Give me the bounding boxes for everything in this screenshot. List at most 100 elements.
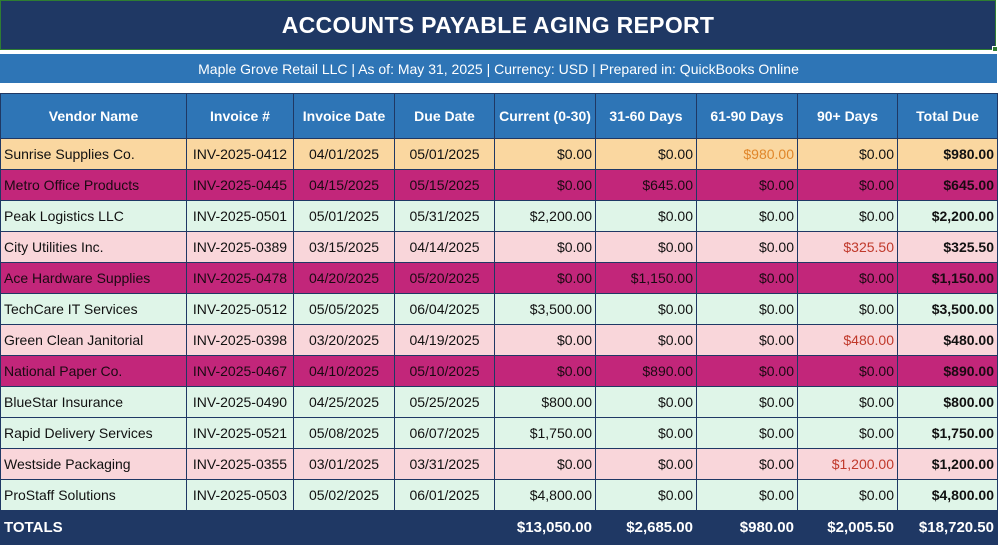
due-date-cell[interactable]: 05/10/2025 bbox=[394, 355, 495, 387]
vendor-cell[interactable]: Peak Logistics LLC bbox=[0, 200, 187, 232]
header-31-60-days[interactable]: 31-60 Days bbox=[595, 93, 697, 139]
days-61-90-cell[interactable]: $0.00 bbox=[696, 386, 798, 418]
report-subtitle-cell[interactable]: Maple Grove Retail LLC | As of: May 31, … bbox=[0, 54, 997, 83]
days-61-90-cell[interactable]: $0.00 bbox=[696, 262, 798, 294]
current-cell[interactable]: $800.00 bbox=[494, 386, 596, 418]
days-90-plus-cell[interactable]: $0.00 bbox=[797, 200, 898, 232]
invoice-date-cell[interactable]: 05/08/2025 bbox=[293, 417, 395, 449]
header-current[interactable]: Current (0-30) bbox=[494, 93, 596, 139]
current-cell[interactable]: $1,750.00 bbox=[494, 417, 596, 449]
days-31-60-cell[interactable]: $0.00 bbox=[595, 200, 697, 232]
vendor-cell[interactable]: TechCare IT Services bbox=[0, 293, 187, 325]
total-due-cell[interactable]: $1,150.00 bbox=[897, 262, 998, 294]
days-61-90-cell[interactable]: $0.00 bbox=[696, 200, 798, 232]
days-31-60-cell[interactable]: $1,150.00 bbox=[595, 262, 697, 294]
current-cell[interactable]: $0.00 bbox=[494, 324, 596, 356]
invoice-date-cell[interactable]: 04/20/2025 bbox=[293, 262, 395, 294]
total-due-cell[interactable]: $2,200.00 bbox=[897, 200, 998, 232]
invoice-number-cell[interactable]: INV-2025-0412 bbox=[186, 138, 294, 170]
due-date-cell[interactable]: 04/14/2025 bbox=[394, 231, 495, 263]
due-date-cell[interactable]: 05/15/2025 bbox=[394, 169, 495, 201]
totals-empty-cell[interactable] bbox=[186, 510, 294, 545]
current-cell[interactable]: $0.00 bbox=[494, 231, 596, 263]
header-vendor-name[interactable]: Vendor Name bbox=[0, 93, 187, 139]
vendor-cell[interactable]: Westside Packaging bbox=[0, 448, 187, 480]
totals-label[interactable]: TOTALS bbox=[0, 510, 187, 545]
header-invoice-date[interactable]: Invoice Date bbox=[293, 93, 395, 139]
due-date-cell[interactable]: 03/31/2025 bbox=[394, 448, 495, 480]
total-due-cell[interactable]: $980.00 bbox=[897, 138, 998, 170]
vendor-cell[interactable]: ProStaff Solutions bbox=[0, 479, 187, 511]
current-cell[interactable]: $0.00 bbox=[494, 448, 596, 480]
invoice-date-cell[interactable]: 05/02/2025 bbox=[293, 479, 395, 511]
invoice-date-cell[interactable]: 04/15/2025 bbox=[293, 169, 395, 201]
cell-fill-handle[interactable] bbox=[992, 46, 998, 52]
invoice-date-cell[interactable]: 04/01/2025 bbox=[293, 138, 395, 170]
invoice-date-cell[interactable]: 05/05/2025 bbox=[293, 293, 395, 325]
current-cell[interactable]: $2,200.00 bbox=[494, 200, 596, 232]
invoice-date-cell[interactable]: 04/10/2025 bbox=[293, 355, 395, 387]
days-61-90-cell[interactable]: $0.00 bbox=[696, 417, 798, 449]
total-due-cell[interactable]: $325.50 bbox=[897, 231, 998, 263]
vendor-cell[interactable]: City Utilities Inc. bbox=[0, 231, 187, 263]
due-date-cell[interactable]: 05/20/2025 bbox=[394, 262, 495, 294]
header-total-due[interactable]: Total Due bbox=[897, 93, 998, 139]
total-due-cell[interactable]: $1,750.00 bbox=[897, 417, 998, 449]
days-61-90-cell[interactable]: $0.00 bbox=[696, 293, 798, 325]
days-31-60-cell[interactable]: $890.00 bbox=[595, 355, 697, 387]
invoice-number-cell[interactable]: INV-2025-0503 bbox=[186, 479, 294, 511]
header-90-plus-days[interactable]: 90+ Days bbox=[797, 93, 898, 139]
current-cell[interactable]: $4,800.00 bbox=[494, 479, 596, 511]
days-90-plus-cell[interactable]: $0.00 bbox=[797, 355, 898, 387]
days-31-60-cell[interactable]: $0.00 bbox=[595, 324, 697, 356]
current-cell[interactable]: $0.00 bbox=[494, 169, 596, 201]
vendor-cell[interactable]: Ace Hardware Supplies bbox=[0, 262, 187, 294]
totals-31-60[interactable]: $2,685.00 bbox=[595, 510, 697, 545]
days-61-90-cell[interactable]: $0.00 bbox=[696, 169, 798, 201]
invoice-number-cell[interactable]: INV-2025-0467 bbox=[186, 355, 294, 387]
invoice-number-cell[interactable]: INV-2025-0501 bbox=[186, 200, 294, 232]
totals-total-due[interactable]: $18,720.50 bbox=[897, 510, 998, 545]
current-cell[interactable]: $0.00 bbox=[494, 355, 596, 387]
vendor-cell[interactable]: BlueStar Insurance bbox=[0, 386, 187, 418]
total-due-cell[interactable]: $480.00 bbox=[897, 324, 998, 356]
due-date-cell[interactable]: 05/25/2025 bbox=[394, 386, 495, 418]
days-90-plus-cell[interactable]: $0.00 bbox=[797, 479, 898, 511]
total-due-cell[interactable]: $1,200.00 bbox=[897, 448, 998, 480]
days-31-60-cell[interactable]: $0.00 bbox=[595, 417, 697, 449]
due-date-cell[interactable]: 06/04/2025 bbox=[394, 293, 495, 325]
invoice-number-cell[interactable]: INV-2025-0490 bbox=[186, 386, 294, 418]
due-date-cell[interactable]: 05/01/2025 bbox=[394, 138, 495, 170]
totals-empty-cell[interactable] bbox=[394, 510, 495, 545]
days-61-90-cell[interactable]: $0.00 bbox=[696, 448, 798, 480]
days-90-plus-cell[interactable]: $0.00 bbox=[797, 417, 898, 449]
invoice-number-cell[interactable]: INV-2025-0445 bbox=[186, 169, 294, 201]
days-90-plus-cell[interactable]: $0.00 bbox=[797, 293, 898, 325]
current-cell[interactable]: $3,500.00 bbox=[494, 293, 596, 325]
invoice-number-cell[interactable]: INV-2025-0478 bbox=[186, 262, 294, 294]
days-31-60-cell[interactable]: $0.00 bbox=[595, 138, 697, 170]
vendor-cell[interactable]: Rapid Delivery Services bbox=[0, 417, 187, 449]
days-61-90-cell[interactable]: $0.00 bbox=[696, 479, 798, 511]
current-cell[interactable]: $0.00 bbox=[494, 138, 596, 170]
total-due-cell[interactable]: $3,500.00 bbox=[897, 293, 998, 325]
days-61-90-cell[interactable]: $0.00 bbox=[696, 231, 798, 263]
invoice-number-cell[interactable]: INV-2025-0389 bbox=[186, 231, 294, 263]
days-61-90-cell[interactable]: $0.00 bbox=[696, 355, 798, 387]
days-90-plus-cell[interactable]: $325.50 bbox=[797, 231, 898, 263]
days-31-60-cell[interactable]: $0.00 bbox=[595, 479, 697, 511]
invoice-date-cell[interactable]: 03/15/2025 bbox=[293, 231, 395, 263]
total-due-cell[interactable]: $645.00 bbox=[897, 169, 998, 201]
invoice-date-cell[interactable]: 03/20/2025 bbox=[293, 324, 395, 356]
vendor-cell[interactable]: Sunrise Supplies Co. bbox=[0, 138, 187, 170]
days-90-plus-cell[interactable]: $0.00 bbox=[797, 138, 898, 170]
totals-current[interactable]: $13,050.00 bbox=[494, 510, 596, 545]
invoice-number-cell[interactable]: INV-2025-0398 bbox=[186, 324, 294, 356]
days-61-90-cell[interactable]: $0.00 bbox=[696, 324, 798, 356]
totals-61-90[interactable]: $980.00 bbox=[696, 510, 798, 545]
report-title-cell[interactable]: ACCOUNTS PAYABLE AGING REPORT bbox=[0, 0, 996, 50]
totals-empty-cell[interactable] bbox=[293, 510, 395, 545]
total-due-cell[interactable]: $890.00 bbox=[897, 355, 998, 387]
days-90-plus-cell[interactable]: $1,200.00 bbox=[797, 448, 898, 480]
days-31-60-cell[interactable]: $0.00 bbox=[595, 293, 697, 325]
